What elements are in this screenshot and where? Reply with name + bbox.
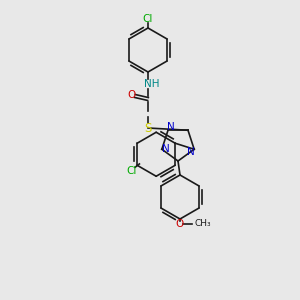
Text: Cl: Cl [126,166,136,176]
Text: CH₃: CH₃ [195,220,211,229]
Text: N: N [187,147,195,157]
Text: N: N [167,122,175,132]
Text: S: S [144,122,152,134]
Text: O: O [176,219,184,229]
Text: Cl: Cl [143,14,153,24]
Text: N: N [162,144,170,154]
Text: O: O [127,90,135,100]
Text: NH: NH [144,79,160,89]
